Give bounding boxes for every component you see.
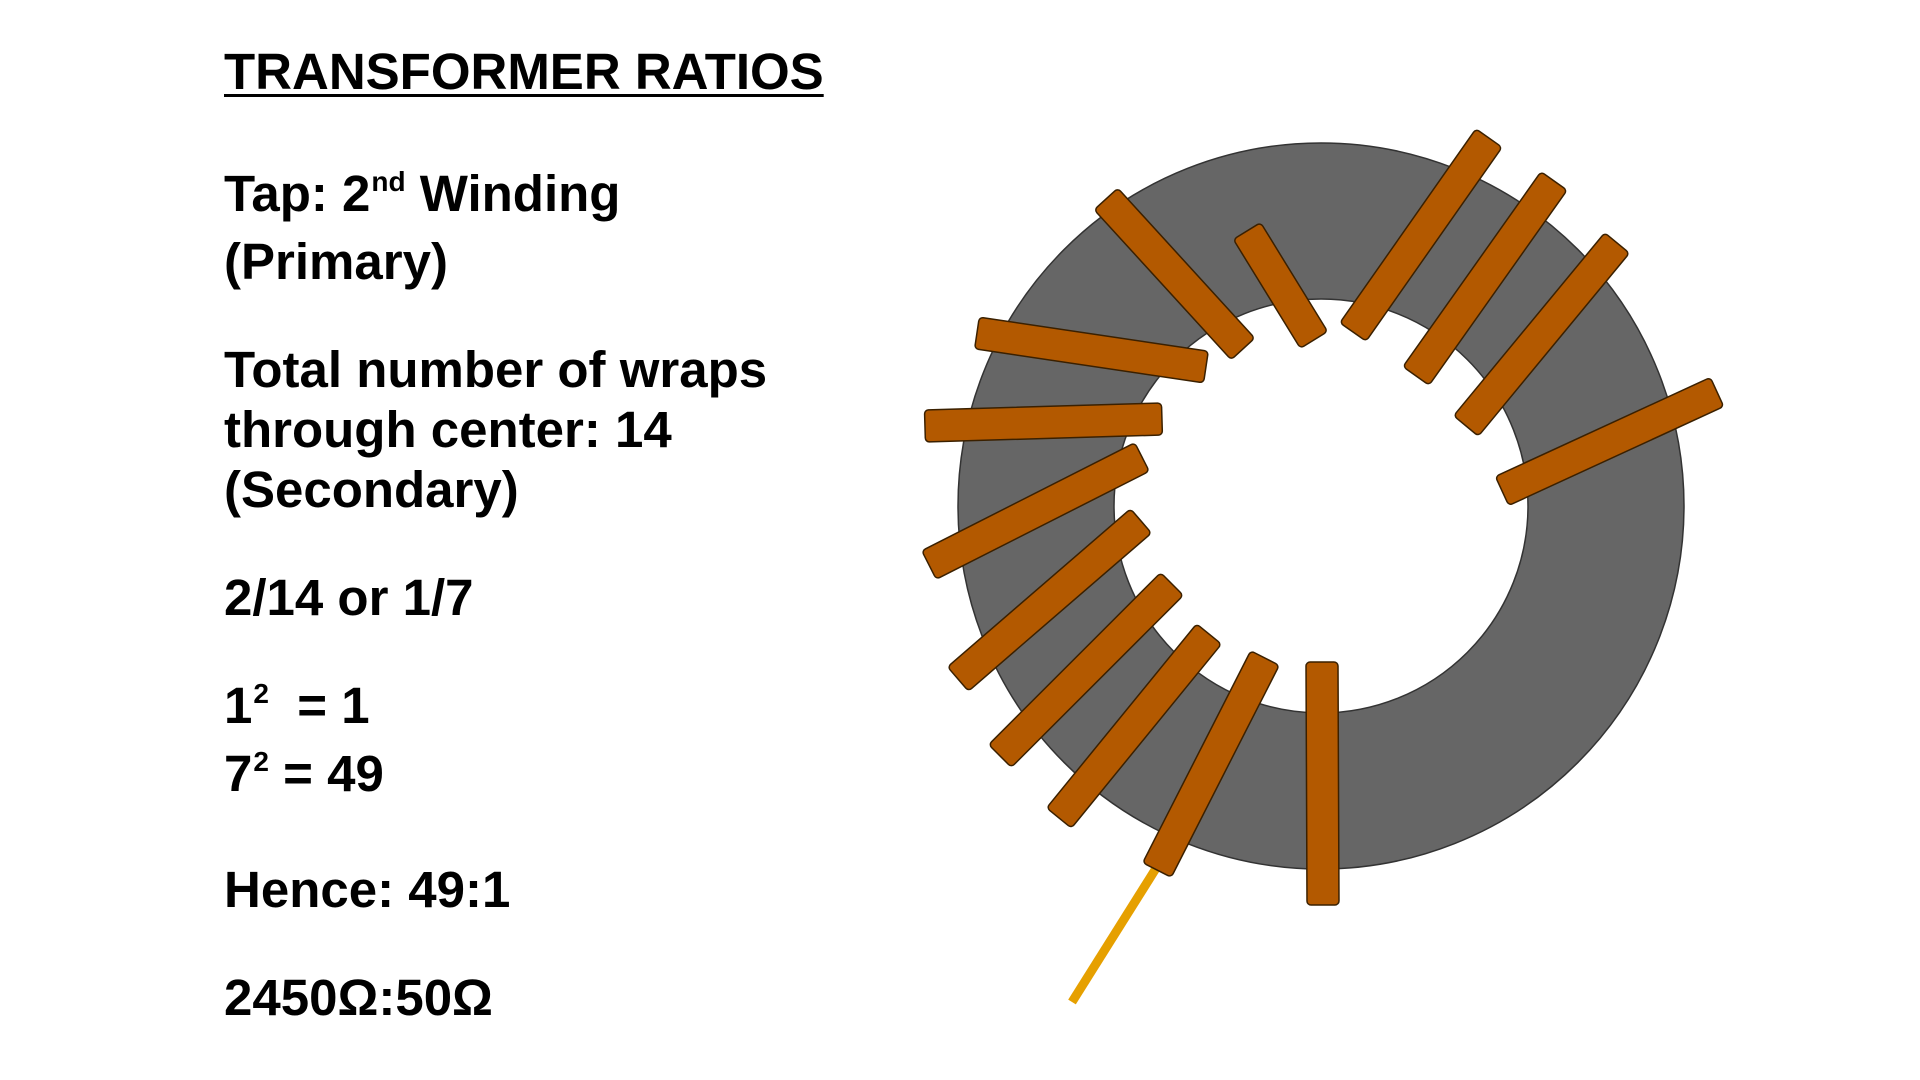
square-2-rest: = 49	[268, 745, 384, 802]
tap-prefix: Tap: 2	[224, 165, 371, 222]
winding-9	[1143, 651, 1279, 877]
square-1-exp: 2	[253, 678, 269, 709]
total-line-3: (Secondary)	[224, 461, 519, 518]
tap-superscript: nd	[371, 166, 406, 197]
square-1-base: 1	[224, 677, 253, 734]
ratio-text: 2/14 or 1/7	[224, 569, 474, 626]
impedance-text: 2450Ω:50Ω	[224, 969, 493, 1026]
square-1-rest: = 1	[268, 677, 370, 734]
toroid-core	[957, 142, 1685, 870]
winding-12	[1403, 172, 1567, 385]
square-line-1: 12 = 1	[224, 676, 924, 744]
winding-5	[922, 443, 1149, 579]
total-line-1: Total number of wraps	[224, 341, 768, 398]
winding-14	[1495, 378, 1724, 505]
total-line-2: through center: 14	[224, 401, 672, 458]
square-2-base: 7	[224, 745, 253, 802]
winding-4	[923, 402, 1164, 443]
winding-2	[1095, 189, 1254, 359]
winding-1	[1234, 223, 1327, 348]
lead-wire	[1068, 859, 1164, 1005]
square-2-exp: 2	[253, 746, 269, 777]
slide-title: TRANSFORMER RATIOS	[224, 43, 824, 100]
winding-3	[974, 316, 1209, 384]
hence-text: Hence: 49:1	[224, 861, 511, 918]
tap-line: Tap: 2nd Winding	[224, 164, 924, 232]
winding-10	[1305, 661, 1340, 906]
winding-13	[1454, 233, 1629, 436]
tap-suffix: Winding	[405, 165, 621, 222]
winding-11	[1340, 129, 1502, 341]
square-line-2: 72 = 49	[224, 744, 924, 812]
winding-8	[1047, 624, 1221, 828]
winding-7	[989, 573, 1183, 767]
windings	[922, 129, 1724, 906]
tap-primary: (Primary)	[224, 233, 448, 290]
winding-6	[948, 509, 1151, 691]
text-panel: TRANSFORMER RATIOS Tap: 2nd Winding (Pri…	[224, 44, 924, 1028]
